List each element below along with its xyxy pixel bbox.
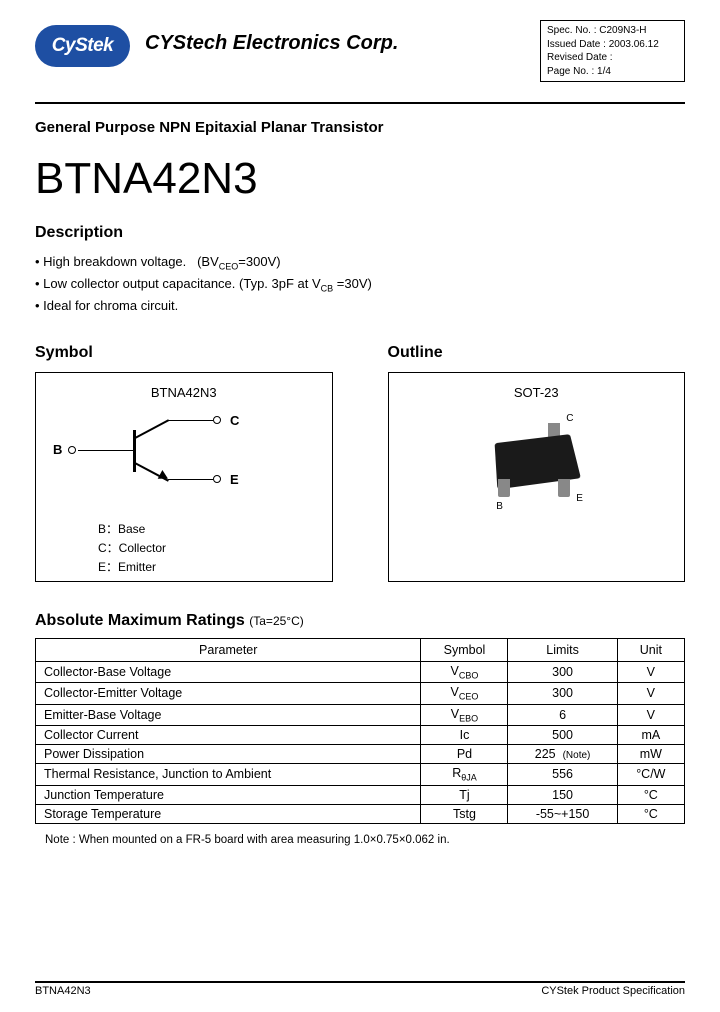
pin-legend: B：Base C：Collector E：Emitter <box>98 520 320 578</box>
desc-item: Low collector output capacitance. (Typ. … <box>35 274 685 296</box>
table-header-row: Parameter Symbol Limits Unit <box>36 638 685 661</box>
th-symbol: Symbol <box>421 638 508 661</box>
outline-pin-e: E <box>576 493 583 504</box>
spec-no: C209N3-H <box>599 25 646 36</box>
sot23-package-icon: C B E <box>476 415 596 505</box>
desc-item: Ideal for chroma circuit. <box>35 296 685 316</box>
outline-pin-c: C <box>566 413 573 424</box>
description-list: High breakdown voltage. (BVCEO=300V) Low… <box>35 252 685 316</box>
pin-c-label: C <box>230 413 239 428</box>
footer-right: CYStek Product Specification <box>541 985 685 997</box>
page-no: 1/4 <box>597 66 611 77</box>
desc-item: High breakdown voltage. (BVCEO=300V) <box>35 252 685 274</box>
spec-info-box: Spec. No. : C209N3-H Issued Date : 2003.… <box>540 20 685 82</box>
table-row: Emitter-Base VoltageVEBO6V <box>36 704 685 726</box>
table-row: Power DissipationPd225 (Note)mW <box>36 745 685 764</box>
legend-e: E：Emitter <box>98 558 320 577</box>
table-row: Collector-Base VoltageVCBO300V <box>36 661 685 683</box>
subtitle: General Purpose NPN Epitaxial Planar Tra… <box>35 119 685 136</box>
footer: BTNA42N3 CYStek Product Specification <box>35 981 685 997</box>
symbol-label: BTNA42N3 <box>48 385 320 400</box>
legend-c: C：Collector <box>98 539 320 558</box>
footer-left: BTNA42N3 <box>35 985 91 997</box>
symbol-panel: Symbol BTNA42N3 B C E <box>35 344 333 582</box>
description-title: Description <box>35 224 685 242</box>
panels-row: Symbol BTNA42N3 B C E <box>35 344 685 582</box>
table-row: Collector CurrentIc500mA <box>36 726 685 745</box>
th-limits: Limits <box>508 638 617 661</box>
part-number: BTNA42N3 <box>35 154 685 204</box>
outline-panel: Outline SOT-23 C B E <box>388 344 686 582</box>
revised-label: Revised Date : <box>547 52 613 63</box>
ratings-condition: (Ta=25°C) <box>249 614 304 628</box>
pin-e-label: E <box>230 472 239 487</box>
symbol-title: Symbol <box>35 344 333 362</box>
outline-title: Outline <box>388 344 686 362</box>
pin-b-label: B <box>53 442 62 457</box>
ratings-title-text: Absolute Maximum Ratings <box>35 612 245 629</box>
table-row: Thermal Resistance, Junction to AmbientR… <box>36 764 685 786</box>
table-row: Storage TemperatureTstg-55~+150°C <box>36 804 685 823</box>
ratings-table: Parameter Symbol Limits Unit Collector-B… <box>35 638 685 824</box>
spec-no-label: Spec. No. : <box>547 25 596 36</box>
table-row: Junction TemperatureTj150°C <box>36 785 685 804</box>
outline-pin-b: B <box>496 501 503 512</box>
header: CyStek CYStech Electronics Corp. Spec. N… <box>35 20 685 82</box>
issued-label: Issued Date : <box>547 39 606 50</box>
header-divider <box>35 102 685 104</box>
th-unit: Unit <box>617 638 684 661</box>
symbol-box: BTNA42N3 B C E <box>35 372 333 582</box>
package-label: SOT-23 <box>401 385 673 400</box>
ratings-title: Absolute Maximum Ratings (Ta=25°C) <box>35 612 685 630</box>
ratings-note: Note : When mounted on a FR-5 board with… <box>45 834 685 846</box>
logo-text: CyStek <box>52 35 113 57</box>
legend-b: B：Base <box>98 520 320 539</box>
page-label: Page No. : <box>547 66 594 77</box>
company-logo: CyStek <box>35 25 130 67</box>
table-row: Collector-Emitter VoltageVCEO300V <box>36 683 685 705</box>
issued-date: 2003.06.12 <box>609 39 659 50</box>
company-name: CYStech Electronics Corp. <box>145 20 525 55</box>
outline-box: SOT-23 C B E <box>388 372 686 582</box>
transistor-schematic-icon: B C E <box>48 410 320 510</box>
th-parameter: Parameter <box>36 638 421 661</box>
